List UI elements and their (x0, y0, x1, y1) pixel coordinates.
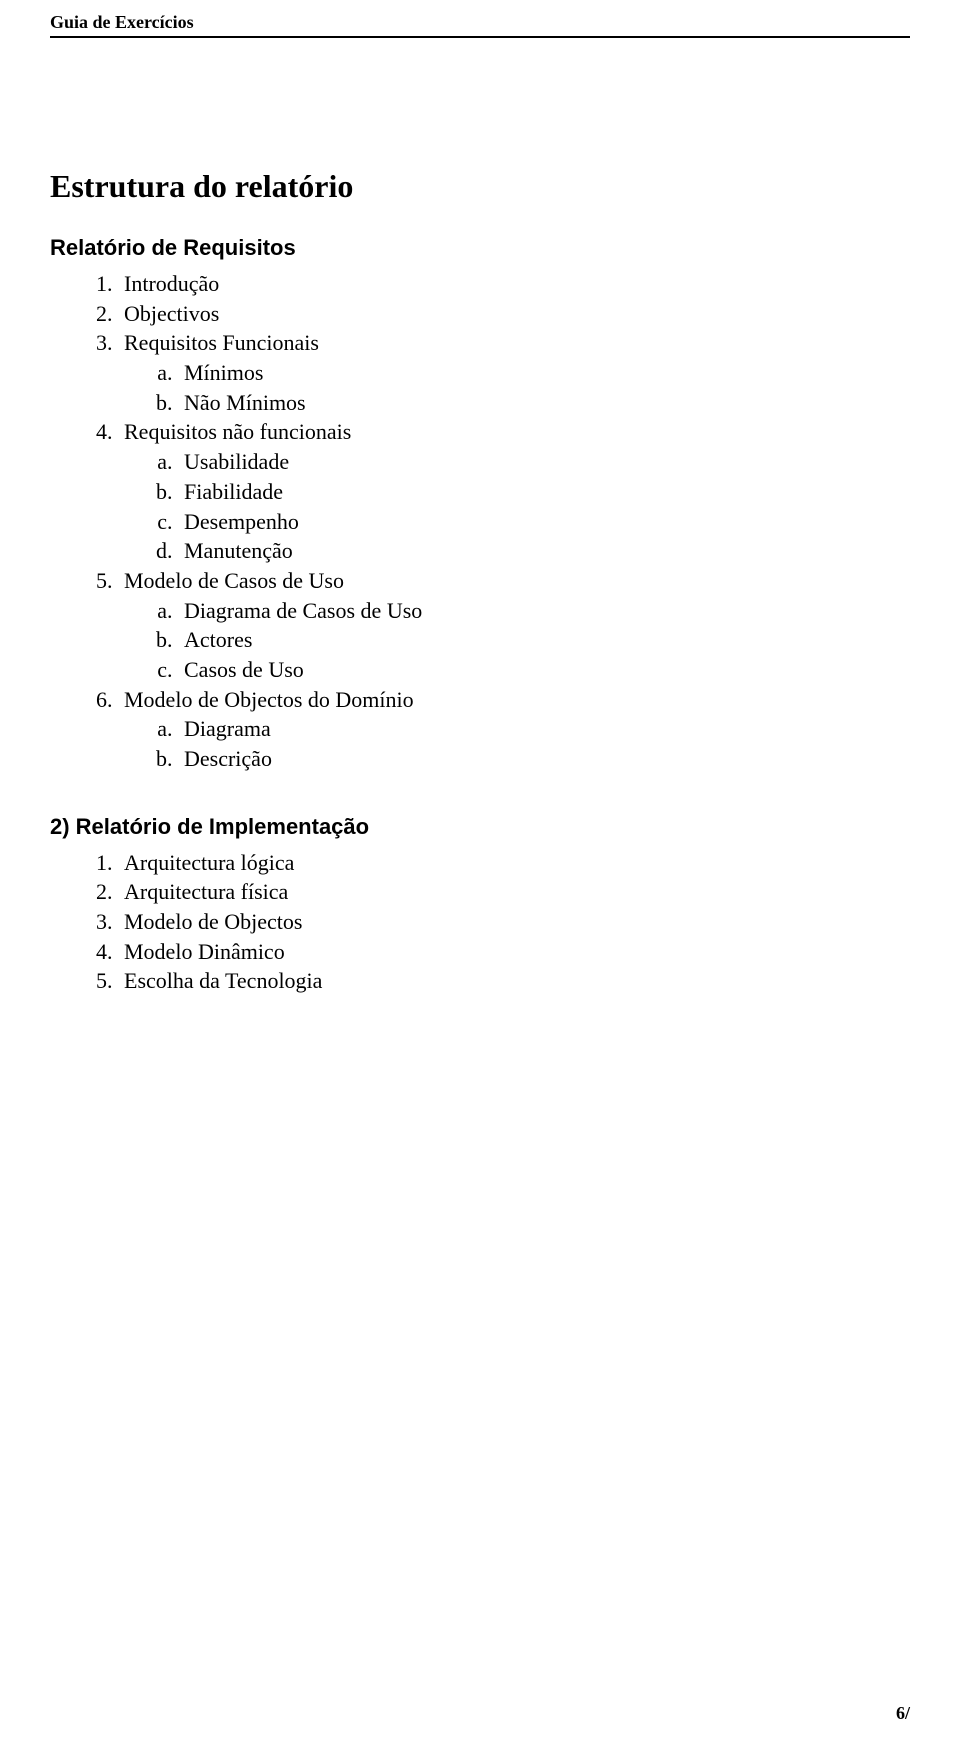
sub-list: Usabilidade Fiabilidade Desempenho Manut… (124, 447, 910, 566)
list-item: Requisitos Funcionais Mínimos Não Mínimo… (118, 328, 910, 417)
list-item-label: Diagrama de Casos de Uso (184, 598, 422, 623)
list-item-label: Diagrama (184, 716, 271, 741)
list-item: Diagrama de Casos de Uso (178, 596, 910, 626)
list-item: Arquitectura física (118, 877, 910, 907)
list-item-label: Desempenho (184, 509, 299, 534)
list-item: Manutenção (178, 536, 910, 566)
list-item-label: Modelo de Objectos (124, 909, 302, 934)
list-item-label: Fiabilidade (184, 479, 283, 504)
page-number: 6/ (896, 1703, 910, 1724)
list-item: Modelo de Casos de Uso Diagrama de Casos… (118, 566, 910, 685)
list-item: Introdução (118, 269, 910, 299)
list-item: Diagrama (178, 714, 910, 744)
list-item: Objectivos (118, 299, 910, 329)
list-item: Modelo Dinâmico (118, 937, 910, 967)
list-item-label: Escolha da Tecnologia (124, 968, 322, 993)
list-item-label: Manutenção (184, 538, 293, 563)
list-item: Não Mínimos (178, 388, 910, 418)
list-item-label: Modelo Dinâmico (124, 939, 285, 964)
list-item: Requisitos não funcionais Usabilidade Fi… (118, 417, 910, 565)
list-item-label: Usabilidade (184, 449, 289, 474)
sub-list: Diagrama Descrição (124, 714, 910, 773)
list-item: Casos de Uso (178, 655, 910, 685)
list-item: Arquitectura lógica (118, 848, 910, 878)
list-item: Descrição (178, 744, 910, 774)
sub-list: Mínimos Não Mínimos (124, 358, 910, 417)
list-item-label: Mínimos (184, 360, 263, 385)
list-item-label: Actores (184, 627, 252, 652)
list-item: Usabilidade (178, 447, 910, 477)
section2-heading: 2) Relatório de Implementação (50, 814, 910, 840)
list-item-label: Modelo de Casos de Uso (124, 568, 344, 593)
list-item: Mínimos (178, 358, 910, 388)
list-item-label: Descrição (184, 746, 272, 771)
list-item-label: Não Mínimos (184, 390, 306, 415)
list-item: Fiabilidade (178, 477, 910, 507)
section2-list: Arquitectura lógica Arquitectura física … (50, 848, 910, 996)
list-item: Desempenho (178, 507, 910, 537)
document-page: Guia de Exercícios Estrutura do relatóri… (0, 0, 960, 1740)
running-header: Guia de Exercícios (50, 12, 910, 38)
list-item-label: Objectivos (124, 301, 219, 326)
sub-list: Diagrama de Casos de Uso Actores Casos d… (124, 596, 910, 685)
list-item: Actores (178, 625, 910, 655)
list-item-label: Arquitectura lógica (124, 850, 294, 875)
list-item-label: Requisitos não funcionais (124, 419, 351, 444)
list-item-label: Introdução (124, 271, 219, 296)
page-title: Estrutura do relatório (50, 168, 910, 205)
section1-heading: Relatório de Requisitos (50, 235, 910, 261)
section1-list: Introdução Objectivos Requisitos Funcion… (50, 269, 910, 774)
list-item: Modelo de Objectos (118, 907, 910, 937)
list-item-label: Modelo de Objectos do Domínio (124, 687, 414, 712)
list-item-label: Arquitectura física (124, 879, 288, 904)
list-item: Modelo de Objectos do Domínio Diagrama D… (118, 685, 910, 774)
list-item-label: Requisitos Funcionais (124, 330, 319, 355)
list-item-label: Casos de Uso (184, 657, 304, 682)
list-item: Escolha da Tecnologia (118, 966, 910, 996)
